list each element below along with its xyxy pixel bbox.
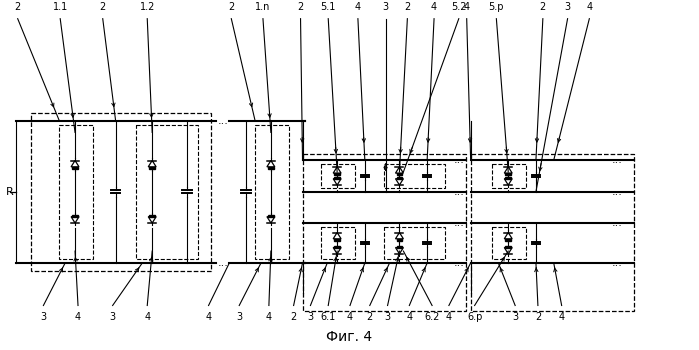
Text: 4: 4 (266, 313, 272, 322)
Bar (505, 239, 511, 240)
Bar (268, 167, 273, 169)
Text: 5.1: 5.1 (321, 2, 336, 12)
Text: 3: 3 (512, 313, 518, 322)
Bar (396, 173, 402, 175)
Text: ...: ... (454, 258, 464, 268)
Text: 2: 2 (100, 2, 106, 12)
Text: 5.p: 5.p (489, 2, 504, 12)
Bar (334, 177, 340, 179)
Text: 4: 4 (431, 2, 437, 12)
Text: 4: 4 (406, 313, 412, 322)
Bar (255, 125, 289, 259)
Bar (59, 125, 93, 259)
Text: 4: 4 (463, 2, 470, 12)
Text: 2: 2 (228, 2, 234, 12)
Bar (322, 228, 355, 259)
Text: 3: 3 (308, 313, 313, 322)
Text: Фиг. 4: Фиг. 4 (326, 330, 372, 344)
Text: 2: 2 (540, 2, 546, 12)
Bar (334, 239, 340, 240)
Text: ...: ... (218, 258, 229, 268)
Bar (384, 164, 445, 188)
Bar (268, 215, 273, 217)
Text: ...: ... (454, 218, 464, 229)
Text: 4: 4 (586, 2, 592, 12)
Bar (334, 173, 340, 175)
Text: 3: 3 (41, 313, 46, 322)
Text: 3: 3 (384, 313, 391, 322)
Text: ...: ... (612, 155, 623, 165)
Bar (303, 154, 466, 312)
Text: 2: 2 (297, 2, 303, 12)
Bar (150, 167, 155, 169)
Bar (470, 154, 634, 312)
Text: 2: 2 (291, 313, 297, 322)
Text: 3: 3 (565, 2, 570, 12)
Bar (334, 246, 340, 247)
Text: 6.2: 6.2 (424, 313, 440, 322)
Bar (505, 173, 511, 175)
Text: 4: 4 (355, 2, 361, 12)
Text: 6.1: 6.1 (321, 313, 336, 322)
Text: 4: 4 (446, 313, 452, 322)
Text: 4: 4 (144, 313, 150, 322)
Bar (492, 164, 526, 188)
Text: 2: 2 (15, 2, 21, 12)
Bar (136, 125, 198, 259)
Text: ...: ... (454, 155, 464, 165)
Text: 2: 2 (367, 313, 373, 322)
Bar (322, 164, 355, 188)
Bar (396, 239, 402, 240)
Text: 3: 3 (236, 313, 243, 322)
Text: 1.2: 1.2 (140, 2, 155, 12)
Bar (505, 246, 511, 247)
Bar (396, 177, 402, 179)
Text: 3: 3 (110, 313, 116, 322)
Text: 4: 4 (206, 313, 212, 322)
Text: 3: 3 (382, 2, 389, 12)
Text: ...: ... (454, 187, 464, 197)
Text: 1.1: 1.1 (52, 2, 68, 12)
Text: 5.2: 5.2 (451, 2, 466, 12)
Bar (72, 167, 78, 169)
Text: ...: ... (218, 116, 229, 126)
Bar (505, 177, 511, 179)
Bar (150, 215, 155, 217)
Text: 2: 2 (535, 313, 541, 322)
Text: 4: 4 (75, 313, 81, 322)
Bar (384, 228, 445, 259)
Text: ...: ... (612, 258, 623, 268)
Text: 2: 2 (404, 2, 410, 12)
Bar (72, 215, 78, 217)
Text: 4: 4 (347, 313, 353, 322)
Text: 1.n: 1.n (255, 2, 271, 12)
Bar (492, 228, 526, 259)
Bar (31, 113, 210, 271)
Text: R: R (6, 187, 14, 197)
Text: 4: 4 (559, 313, 565, 322)
Text: 6.p: 6.p (467, 313, 482, 322)
Text: ...: ... (612, 187, 623, 197)
Bar (396, 246, 402, 247)
Text: ...: ... (612, 218, 623, 229)
